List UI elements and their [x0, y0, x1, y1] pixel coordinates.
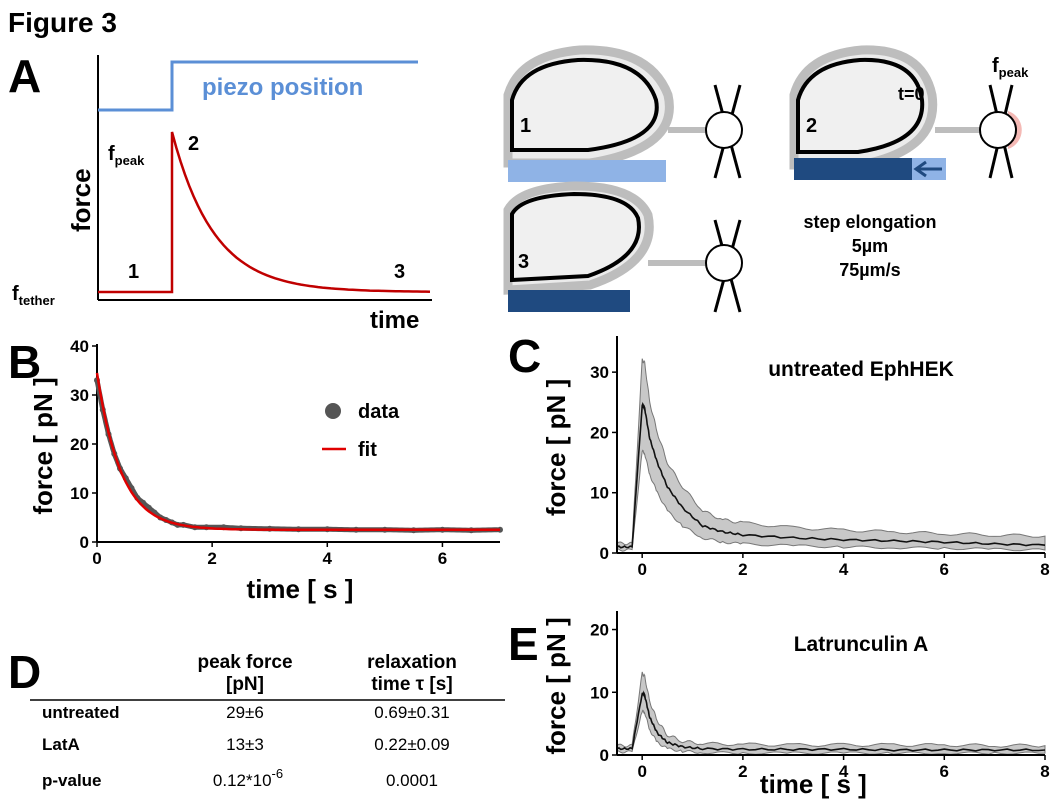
row-untreated-tau: 0.69±0.31	[374, 703, 450, 722]
chart-c-ytick-label: 0	[600, 544, 609, 563]
chart-c-mean-line	[616, 401, 1046, 549]
chart-c-ytick-label: 20	[590, 423, 609, 442]
panel-a-plot: piezo position force time fpeak ftether …	[12, 55, 432, 334]
state-3-label: 3	[518, 251, 529, 273]
t0-label: t=0	[898, 84, 925, 104]
chart-e-x-label: time [ s ]	[760, 769, 867, 799]
pipette-1-light	[508, 160, 666, 182]
b-ytick-label: 40	[70, 337, 89, 356]
f-tether-label: ftether	[12, 283, 55, 308]
chart-c-error-band	[616, 358, 1046, 552]
panel-a-y-label: force	[66, 168, 96, 232]
chart-e-ytick-label: 0	[600, 746, 609, 765]
chart-e-xtick-label: 8	[1040, 762, 1049, 781]
piezo-position-label: piezo position	[202, 74, 363, 101]
step-distance: 5µm	[852, 236, 888, 256]
b-legend-data-label: data	[358, 401, 400, 423]
b-xtick-label: 2	[207, 549, 216, 568]
chart-e-xtick-label: 2	[738, 762, 747, 781]
b-legend-fit-label: fit	[358, 439, 377, 461]
cell-2-body	[796, 57, 925, 154]
b-y-label: force [ pN ]	[28, 377, 58, 514]
chart-e-xtick-label: 4	[839, 762, 849, 781]
b-ytick-label: 10	[70, 484, 89, 503]
chart-c-title: untreated EphHEK	[768, 358, 954, 381]
header-peak-line1: peak force	[197, 652, 292, 673]
chart-c-xtick-label: 0	[637, 560, 646, 579]
chart-c-ytick-label: 10	[590, 484, 609, 503]
force-curve	[98, 131, 431, 294]
f-peak-label: fpeak	[108, 143, 145, 168]
b-data-trace	[94, 377, 500, 533]
b-fit-line	[95, 372, 500, 531]
header-tau-line2: time τ [s]	[371, 674, 452, 695]
header-peak-line2: [pN]	[226, 674, 264, 695]
chart-e-mean-line	[616, 690, 1046, 752]
step-speed: 75µm/s	[839, 260, 900, 280]
row-lata-label: LatA	[42, 735, 80, 754]
chart-e-xtick-label: 6	[940, 762, 949, 781]
chart-e-ytick-label: 10	[590, 683, 609, 702]
panel-label-d: D	[8, 646, 41, 698]
chart-e-error-band	[616, 671, 1046, 755]
step-elongation-text: step elongation 5µm 75µm/s	[803, 212, 936, 280]
chart-c-xtick-label: 8	[1040, 560, 1049, 579]
chart-e: 0 10 20 0 2 4 6 8 Latrunculin A force [ pN ] time …	[541, 611, 1050, 799]
b-x-label: time [ s ]	[247, 574, 354, 604]
panel-label-c: C	[508, 330, 541, 382]
arrow-left-icon	[913, 160, 942, 178]
b-legend-data-marker	[325, 403, 341, 419]
b-ytick-label: 0	[80, 533, 89, 552]
chart-c-xtick-label: 2	[738, 560, 747, 579]
figure-title: Figure 3	[8, 7, 117, 38]
schematic-state-3: 3	[503, 181, 743, 313]
panel-label-a: A	[8, 50, 41, 102]
cell-3-body	[510, 191, 641, 283]
bead-1	[705, 111, 743, 149]
chart-c: 0 10 20 30 0 2 4 6 8 untreated EphHEK force [ pN ]	[541, 336, 1050, 579]
row-untreated-peak: 29±6	[226, 703, 264, 722]
chart-c-xtick-label: 4	[839, 560, 849, 579]
marker-1: 1	[128, 261, 139, 283]
piezo-position-line	[98, 60, 418, 112]
marker-3: 3	[394, 261, 405, 283]
b-ytick-label: 30	[70, 386, 89, 405]
row-pvalue-label: p-value	[42, 771, 102, 790]
chart-e-ytick-label: 20	[590, 621, 609, 640]
state-2-label: 2	[806, 115, 817, 137]
chart-e-xtick-label: 0	[637, 762, 646, 781]
chart-c-ytick-label: 30	[590, 363, 609, 382]
panel-a-x-label: time	[370, 307, 419, 334]
pipette-2-dark	[794, 158, 912, 180]
row-pvalue-tau: 0.0001	[386, 771, 438, 790]
row-untreated-label: untreated	[42, 703, 119, 722]
b-ytick-label: 20	[70, 435, 89, 454]
b-xtick-label: 0	[92, 549, 101, 568]
b-xtick-label: 6	[438, 549, 447, 568]
cell-1-body	[510, 57, 659, 152]
b-xtick-label: 4	[323, 549, 333, 568]
step-title: step elongation	[803, 212, 936, 232]
row-lata-peak: 13±3	[226, 735, 264, 754]
row-pvalue-peak: 0.12*10-6	[213, 766, 283, 790]
pipette-3-dark	[508, 290, 630, 312]
chart-c-y-label: force [ pN ]	[541, 379, 571, 516]
bead-2	[979, 111, 1017, 149]
chart-b: 0 10 20 30 40 0 2 4 6 data fit time [ s ] force [ pN…	[28, 337, 503, 604]
state-1-label: 1	[520, 115, 531, 137]
chart-c-xtick-label: 6	[940, 560, 949, 579]
header-tau-line1: relaxation	[367, 652, 457, 673]
marker-2: 2	[188, 133, 199, 155]
schematic-state-2: 2 t=0 fpeak	[789, 45, 1029, 180]
panel-label-e: E	[508, 618, 539, 670]
bead-3	[705, 244, 743, 282]
chart-e-y-label: force [ pN ]	[541, 617, 571, 754]
chart-e-title: Latrunculin A	[794, 633, 929, 656]
row-lata-tau: 0.22±0.09	[374, 735, 450, 754]
bead-f-peak-label: fpeak	[992, 55, 1029, 80]
panel-label-b: B	[8, 336, 41, 388]
schematic-state-1: 1	[503, 45, 743, 182]
results-table: peak force [pN] relaxation time τ [s] un…	[30, 652, 505, 790]
